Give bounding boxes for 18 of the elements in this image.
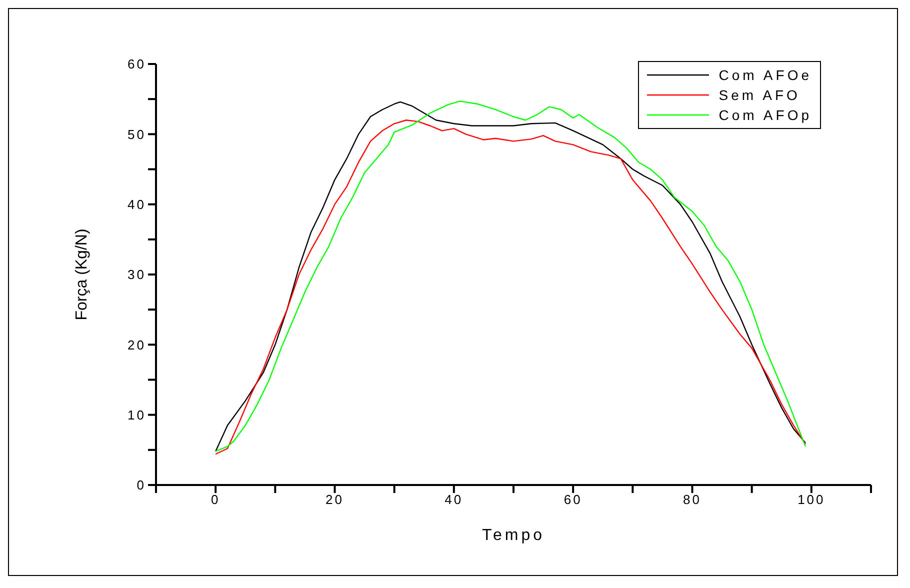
y-tick-label: 50: [128, 126, 146, 142]
y-tick-label: 60: [128, 56, 146, 72]
y-axis-title: Força (Kg/N): [74, 228, 91, 320]
y-tick-label: 40: [128, 196, 146, 212]
legend-label: Com AFOp: [718, 107, 812, 123]
x-axis-title: Tempo: [482, 527, 546, 544]
legend-label: Com AFOe: [718, 67, 812, 83]
x-tick-label: 60: [564, 492, 582, 508]
y-tick-label: 30: [128, 267, 146, 282]
x-tick-label: 20: [326, 492, 344, 508]
y-tick-label: 10: [128, 407, 146, 422]
x-tick-label: 40: [444, 492, 464, 508]
x-tick-label: 100: [798, 492, 826, 508]
y-tick-label: 0: [136, 478, 146, 493]
x-tick-label: 0: [210, 492, 220, 508]
x-tick-label: 80: [683, 492, 702, 508]
y-tick-label: 20: [128, 337, 146, 352]
legend-label: Sem AFO: [718, 87, 800, 103]
